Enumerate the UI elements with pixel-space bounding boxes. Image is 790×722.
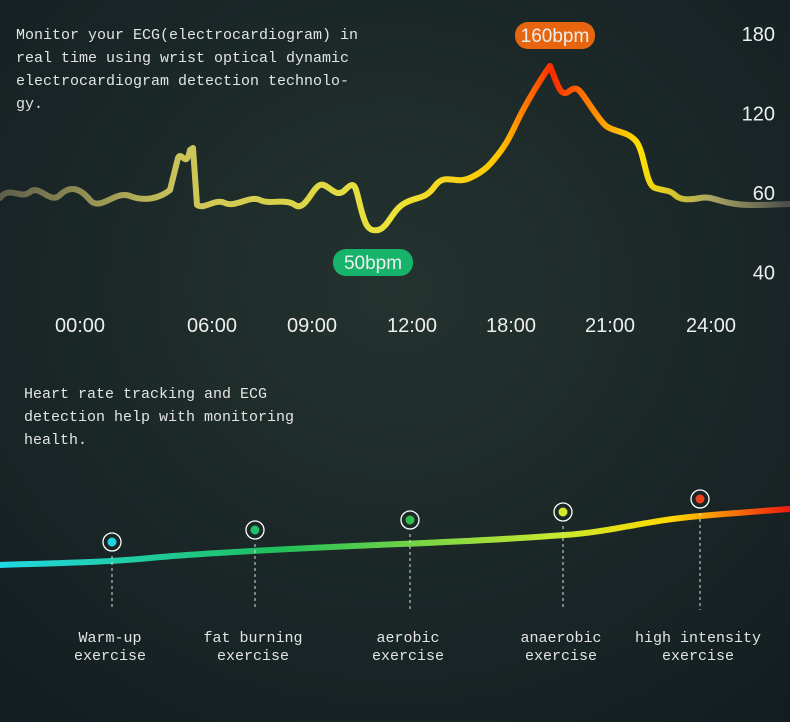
x-tick-label: 24:00: [686, 315, 736, 337]
stage-label: anaerobic: [520, 630, 601, 647]
peak-pill: [515, 22, 595, 49]
stage-ring: [690, 489, 710, 509]
y-tick-label: 180: [742, 24, 775, 46]
stage-label: exercise: [217, 648, 289, 665]
x-tick-label: 09:00: [287, 315, 337, 337]
stage-label: exercise: [74, 648, 146, 665]
peak-label: 160bpm: [521, 26, 590, 47]
stage-label: high intensity: [635, 630, 761, 647]
stage-dot: [405, 515, 415, 525]
low-label: 50bpm: [344, 253, 402, 274]
description-line: Heart rate tracking and ECG: [24, 386, 267, 403]
stage-dot: [695, 494, 705, 504]
x-tick-label: 18:00: [486, 315, 536, 337]
x-tick-label: 21:00: [585, 315, 635, 337]
x-tick-label: 06:00: [187, 315, 237, 337]
stage-label: exercise: [372, 648, 444, 665]
stage-ring: [400, 510, 420, 530]
stage-ring: [553, 502, 573, 522]
x-tick-label: 12:00: [387, 315, 437, 337]
description-line: gy.: [16, 96, 43, 113]
stage-dot: [558, 507, 568, 517]
description-line: real time using wrist optical dynamic: [16, 50, 349, 67]
y-tick-label: 120: [742, 104, 775, 126]
stage-label: aerobic: [376, 630, 439, 647]
zone-curve: [0, 506, 790, 568]
stage-dot: [107, 537, 117, 547]
ecg-curve: [0, 63, 790, 234]
description-line: electrocardiogram detection technolo-: [16, 73, 349, 90]
low-pill: [333, 249, 413, 276]
stage-ring: [102, 532, 122, 552]
stage-label: Warm-up: [78, 630, 141, 647]
x-tick-label: 00:00: [55, 315, 105, 337]
description-line: health.: [24, 432, 87, 449]
stage-dot: [250, 525, 260, 535]
description-line: detection help with monitoring: [24, 409, 294, 426]
description-line: Monitor your ECG(electrocardiogram) in: [16, 27, 358, 44]
stage-label: exercise: [662, 648, 734, 665]
stage-ring: [245, 520, 265, 540]
y-tick-label: 60: [753, 183, 775, 205]
stage-label: exercise: [525, 648, 597, 665]
y-tick-label: 40: [753, 263, 775, 285]
stage-label: fat burning: [203, 630, 302, 647]
